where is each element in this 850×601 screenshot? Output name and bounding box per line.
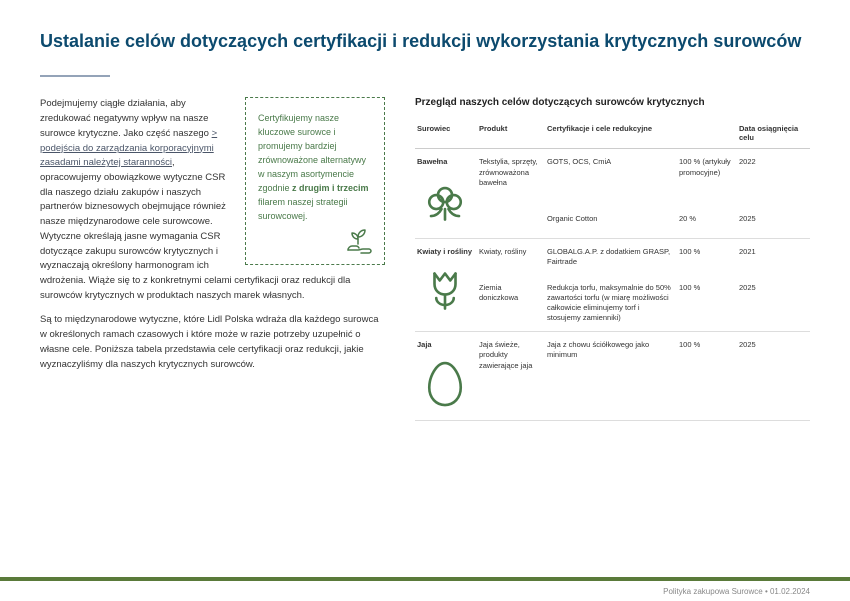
- cell-cert: GLOBALG.A.P. z dodatkiem GRASP, Fairtrad…: [545, 238, 677, 275]
- cell-cert: Organic Cotton: [545, 206, 677, 238]
- cell-product: Jaja świeże, produkty zawierające jaja: [477, 332, 545, 421]
- title-underline: [40, 75, 110, 77]
- cell-product: Tekstylia, sprzęty, zrównoważona bawełna: [477, 149, 545, 206]
- page-title: Ustalanie celów dotyczących certyfikacji…: [40, 30, 810, 53]
- cell-target: 100 %: [677, 275, 737, 332]
- rawmat-kwiaty-label: Kwiaty i rośliny: [417, 247, 473, 257]
- cell-cert: Jaja z chowu ściółkowego jako minimum: [545, 332, 677, 421]
- cell-cert: GOTS, OCS, CmiA: [545, 149, 677, 206]
- callout-text-bold: z drugim i trzecim: [292, 183, 369, 193]
- callout-box: Certyfikujemy nasze kluczowe surowce i p…: [245, 97, 385, 265]
- cell-cert: Redukcja torfu, maksymalnie do 50% zawar…: [545, 275, 677, 332]
- targets-table: Surowiec Produkt Certyfikacje i cele red…: [415, 118, 810, 421]
- table-header-row: Surowiec Produkt Certyfikacje i cele red…: [415, 118, 810, 149]
- cotton-icon: [417, 174, 473, 230]
- cell-product: Ziemia doniczkowa: [477, 275, 545, 332]
- cell-date: 2022: [737, 149, 810, 206]
- egg-icon: [417, 356, 473, 412]
- cell-date: 2025: [737, 206, 810, 238]
- table-row: Bawełna Tekstylia, sp: [415, 149, 810, 206]
- cell-product: [477, 206, 545, 238]
- th-date: Data osiągnięcia celu: [737, 118, 810, 149]
- table-row: Jaja Jaja świeże, produkty zawierające j…: [415, 332, 810, 421]
- content-row: Certyfikujemy nasze kluczowe surowce i p…: [40, 97, 810, 421]
- flower-icon: [417, 263, 473, 319]
- plant-hand-icon: [344, 224, 376, 256]
- cell-target: 100 %: [677, 332, 737, 421]
- table-title: Przegląd naszych celów dotyczących surow…: [415, 97, 810, 108]
- rawmat-jaja-label: Jaja: [417, 340, 473, 350]
- body-text-column: Certyfikujemy nasze kluczowe surowce i p…: [40, 97, 385, 421]
- th-produkt: Produkt: [477, 118, 545, 149]
- cell-date: 2025: [737, 275, 810, 332]
- cell-date: 2021: [737, 238, 810, 275]
- footer-text: Polityka zakupowa Surowce • 01.02.2024: [663, 587, 810, 596]
- table-column: Przegląd naszych celów dotyczących surow…: [415, 97, 810, 421]
- th-cert: Certyfikacje i cele redukcyjne: [545, 118, 677, 149]
- cell-product: Kwiaty, rośliny: [477, 238, 545, 275]
- rawmat-bawelna-label: Bawełna: [417, 157, 473, 167]
- page-footer: Polityka zakupowa Surowce • 01.02.2024: [0, 577, 850, 601]
- cell-target: 100 % (artykuły promocyjne): [677, 149, 737, 206]
- th-surowiec: Surowiec: [415, 118, 477, 149]
- table-row: Kwiaty i rośliny Kwiaty, rośliny: [415, 238, 810, 275]
- callout-text-1: Certyfikujemy nasze kluczowe surowce i p…: [258, 113, 366, 193]
- body-paragraph-2: Są to międzynarodowe wytyczne, które Lid…: [40, 313, 385, 372]
- callout-text-2: filarem naszej strategii surowcowej.: [258, 197, 348, 221]
- th-target: [677, 118, 737, 149]
- cell-target: 100 %: [677, 238, 737, 275]
- cell-date: 2025: [737, 332, 810, 421]
- cell-target: 20 %: [677, 206, 737, 238]
